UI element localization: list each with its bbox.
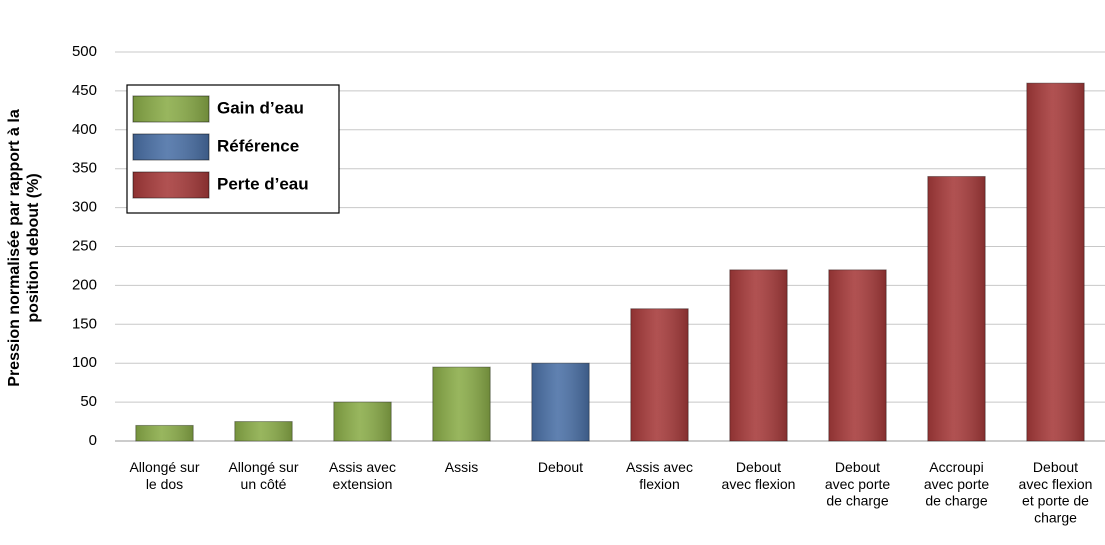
bar-shade [829,270,886,441]
y-tick-label: 350 [72,160,97,177]
y-tick-label: 100 [72,354,97,371]
bar-shade [532,363,589,441]
bar-shade [928,176,985,441]
legend-label: Gain d’eau [217,98,304,117]
bar-shade [730,270,787,441]
y-tick-label: 400 [72,121,97,138]
bar-shade [433,367,490,441]
bar-group [532,363,589,441]
y-tick-label: 150 [72,315,97,332]
chart: Pression normalisée par rapport à laposi… [0,0,1105,545]
bar-group [433,367,490,441]
bar-shade [1027,83,1084,441]
x-tick-label: Debout [538,459,583,475]
legend-swatch-shade [133,96,209,122]
bar-shade [235,422,292,441]
bar-group [235,422,292,441]
bar-group [829,270,886,441]
y-tick-label: 500 [72,43,97,60]
bar-group [334,402,391,441]
bar-group [631,309,688,441]
y-tick-label: 50 [80,393,97,410]
y-tick-label: 0 [89,432,97,449]
bar-group [1027,83,1084,441]
x-tick-label: Assis [445,459,478,475]
bar-shade [334,402,391,441]
legend-swatch-shade [133,172,209,198]
legend-label: Perte d’eau [217,174,309,193]
bar-shade [136,425,193,441]
bar-shade [631,309,688,441]
y-tick-label: 200 [72,276,97,293]
y-tick-label: 250 [72,237,97,254]
legend-label: Référence [217,136,299,155]
legend-swatch-shade [133,134,209,160]
bar-group [136,425,193,441]
y-tick-label: 450 [72,82,97,99]
bar-group [730,270,787,441]
bar-group [928,176,985,441]
y-tick-label: 300 [72,199,97,216]
